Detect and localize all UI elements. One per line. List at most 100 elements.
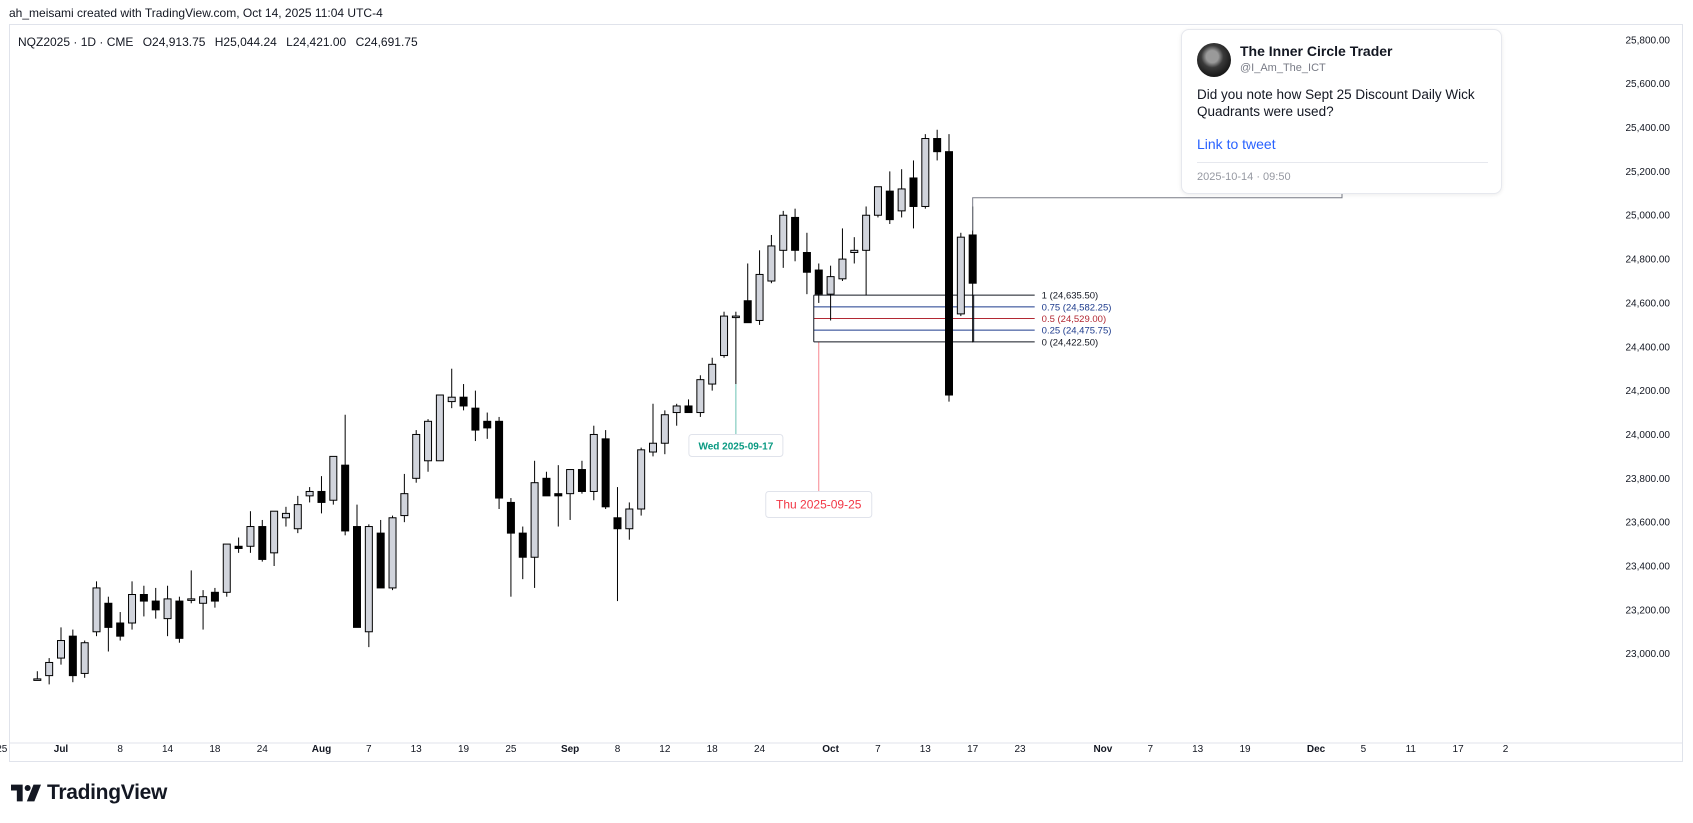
candle-body bbox=[270, 510, 279, 554]
candle-body bbox=[897, 188, 906, 212]
tradingview-logo[interactable]: TradingView bbox=[11, 781, 167, 805]
candle-body bbox=[968, 234, 977, 284]
candle-body bbox=[329, 455, 338, 501]
x-tick-label: 17 bbox=[1453, 744, 1465, 755]
candle-body bbox=[554, 493, 563, 497]
candle-body bbox=[92, 587, 101, 633]
x-tick-label: 23 bbox=[1014, 744, 1026, 755]
x-tick-label: 5 bbox=[1361, 744, 1367, 755]
candle-body bbox=[424, 420, 433, 462]
candle-body bbox=[199, 596, 208, 604]
candle-body bbox=[305, 490, 314, 497]
candle-body bbox=[945, 151, 953, 396]
candle-body bbox=[435, 394, 444, 462]
y-tick-label: 23,600.00 bbox=[1626, 518, 1671, 529]
candle-body bbox=[341, 464, 350, 532]
candle-body bbox=[826, 276, 835, 295]
tweet-link[interactable]: Link to tweet bbox=[1197, 136, 1276, 152]
candle-body bbox=[187, 598, 196, 601]
y-tick-label: 23,200.00 bbox=[1626, 605, 1671, 616]
y-tick-label: 23,800.00 bbox=[1626, 474, 1671, 485]
y-tick-label: 24,400.00 bbox=[1626, 342, 1671, 353]
date-marker-box bbox=[765, 490, 873, 518]
x-tick-label: 14 bbox=[162, 744, 174, 755]
y-tick-label: 25,200.00 bbox=[1626, 167, 1671, 178]
x-tick-label: 8 bbox=[117, 744, 123, 755]
x-tick-label: 18 bbox=[707, 744, 719, 755]
y-tick-label: 25,600.00 bbox=[1626, 79, 1671, 90]
candle-body bbox=[246, 526, 255, 547]
candle-body bbox=[104, 602, 113, 628]
x-tick-label: 2 bbox=[1503, 744, 1509, 755]
candle-body bbox=[151, 600, 160, 611]
tweet-timestamp: 2025-10-14 · 09:50 bbox=[1197, 171, 1291, 183]
tweet-divider bbox=[1197, 162, 1488, 163]
y-tick-label: 24,000.00 bbox=[1626, 430, 1671, 441]
candle-body bbox=[128, 594, 137, 624]
candle-body bbox=[293, 504, 302, 530]
x-tick-label: 24 bbox=[754, 744, 766, 755]
candle-body bbox=[388, 517, 397, 589]
candle-body bbox=[45, 661, 54, 677]
candle-body bbox=[720, 315, 729, 357]
ohlc-close: C24,691.75 bbox=[355, 35, 418, 49]
x-tick-label: Oct bbox=[822, 744, 839, 755]
candle-body bbox=[80, 642, 89, 674]
x-tick-label: 7 bbox=[1147, 744, 1153, 755]
x-tick-label: 19 bbox=[1239, 744, 1251, 755]
y-tick-label: 24,800.00 bbox=[1626, 255, 1671, 266]
candle-body bbox=[530, 482, 539, 558]
x-tick-label: 24 bbox=[257, 744, 269, 755]
y-tick-label: 23,400.00 bbox=[1626, 562, 1671, 573]
candle-body bbox=[495, 420, 504, 499]
candle-body bbox=[933, 138, 942, 153]
fib-level-label: 1 (24,635.50) bbox=[1042, 291, 1099, 302]
x-tick-label: 12 bbox=[659, 744, 671, 755]
candle-body bbox=[222, 543, 231, 593]
fib-level-label: 0 (24,422.50) bbox=[1042, 337, 1099, 348]
symbol-legend: NQZ2025 · 1D · CME O24,913.75 H25,044.24… bbox=[18, 35, 424, 49]
tweet-card: The Inner Circle Trader @I_Am_The_ICT Di… bbox=[1181, 29, 1502, 194]
candle-body bbox=[281, 512, 290, 519]
candle-body bbox=[885, 190, 894, 221]
y-tick-label: 25,000.00 bbox=[1626, 211, 1671, 222]
tweet-text: Did you note how Sept 25 Discount Daily … bbox=[1197, 87, 1475, 119]
candle-body bbox=[672, 405, 681, 414]
x-tick-label: Aug bbox=[312, 744, 331, 755]
x-tick-label: Nov bbox=[1093, 744, 1112, 755]
fib-level-label: 0.75 (24,582.25) bbox=[1042, 302, 1112, 313]
x-tick-label: 18 bbox=[209, 744, 221, 755]
candle-body bbox=[921, 138, 930, 207]
candle-body bbox=[791, 216, 800, 251]
candle-body bbox=[506, 501, 515, 534]
callout-connector bbox=[972, 194, 1343, 231]
candle-body bbox=[909, 177, 918, 207]
candle-body bbox=[459, 396, 468, 407]
candle-body bbox=[412, 433, 421, 479]
candle-body bbox=[471, 407, 480, 431]
date-marker-box bbox=[688, 433, 784, 457]
candle-body bbox=[589, 433, 598, 492]
candle-body bbox=[353, 526, 361, 628]
candle-body bbox=[68, 635, 77, 677]
candle-body bbox=[116, 622, 125, 637]
candle-body bbox=[483, 420, 492, 429]
candle-body bbox=[234, 545, 243, 549]
candle-body bbox=[577, 469, 586, 492]
x-tick-label: Sep bbox=[561, 744, 579, 755]
candle-body bbox=[613, 517, 622, 530]
candle-body bbox=[447, 396, 456, 403]
candle-body bbox=[625, 508, 634, 530]
y-tick-label: 24,200.00 bbox=[1626, 386, 1671, 397]
y-tick-label: 23,000.00 bbox=[1626, 649, 1671, 660]
candle-body bbox=[542, 477, 551, 497]
x-tick-label: 13 bbox=[920, 744, 932, 755]
candle-body bbox=[708, 363, 717, 385]
candle-body bbox=[33, 678, 42, 681]
chart-frame bbox=[9, 24, 1683, 762]
symbol-name[interactable]: NQZ2025 · 1D · CME bbox=[18, 35, 134, 49]
candle-body bbox=[163, 598, 172, 620]
x-tick-label: 25 bbox=[0, 744, 8, 755]
candle-body bbox=[376, 532, 385, 589]
